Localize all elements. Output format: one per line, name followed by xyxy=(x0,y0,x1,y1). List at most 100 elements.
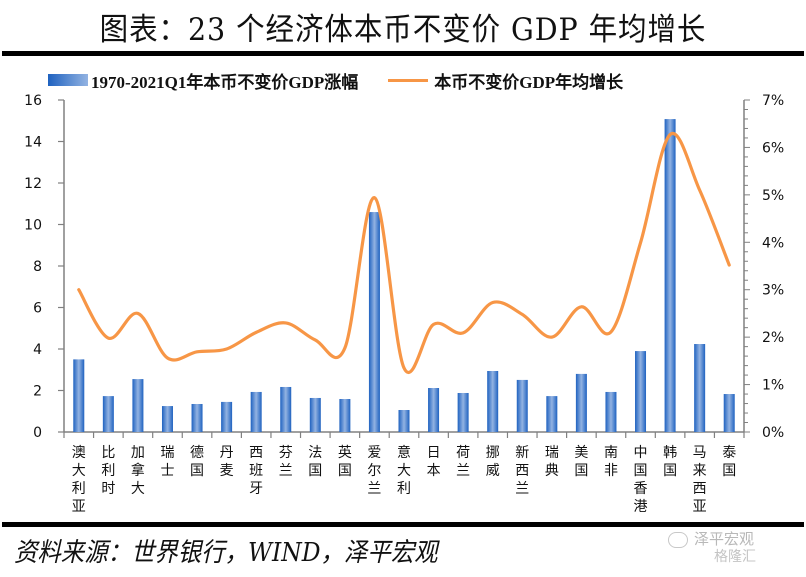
category-label-char: 兰 xyxy=(279,463,293,479)
left-axis-tick-label: 10 xyxy=(24,218,42,234)
bar-西班牙 xyxy=(250,391,262,432)
bar-中国香港 xyxy=(635,351,647,432)
bar-加拿大 xyxy=(132,379,144,432)
category-label-char: 美 xyxy=(574,445,588,461)
legend-line-swatch xyxy=(388,78,429,82)
category-label: 日本 xyxy=(427,445,441,479)
bar-马来西亚 xyxy=(694,344,706,432)
right-axis-tick-label: 1% xyxy=(762,378,784,394)
line-series-avg-growth xyxy=(77,131,731,374)
category-label: 荷兰 xyxy=(456,445,470,479)
bar-美国 xyxy=(575,373,587,432)
category-label: 德国 xyxy=(190,445,204,479)
category-label-char: 德 xyxy=(190,445,204,461)
category-label-char: 牙 xyxy=(249,481,263,497)
bar-新西兰 xyxy=(516,379,528,432)
source-note: 资料来源：世界银行，WIND，泽平宏观 xyxy=(14,538,438,568)
category-label-char: 韩 xyxy=(663,445,677,461)
left-axis-tick-label: 14 xyxy=(24,135,42,151)
category-label: 泰国 xyxy=(722,445,736,479)
category-label: 西班牙 xyxy=(249,445,263,497)
bar-瑞士 xyxy=(161,406,173,432)
category-label-char: 新 xyxy=(515,445,529,461)
right-axis-tick-label: 2% xyxy=(762,330,784,346)
watermark-line1: 泽平宏观 xyxy=(694,530,755,548)
category-label-char: 尔 xyxy=(367,463,381,479)
category-label: 南非 xyxy=(604,445,618,479)
category-label-char: 利 xyxy=(101,463,115,479)
category-label-char: 麦 xyxy=(220,463,234,479)
category-label-char: 大 xyxy=(397,463,411,479)
category-label: 英国 xyxy=(338,444,352,479)
category-label-char: 来 xyxy=(693,463,707,479)
bottom-divider xyxy=(2,522,804,527)
category-label-char: 芬 xyxy=(279,445,293,461)
bar-瑞典 xyxy=(546,396,558,432)
category-label: 芬兰 xyxy=(279,445,293,479)
right-axis-tick-label: 7% xyxy=(762,93,784,109)
right-axis-tick-label: 6% xyxy=(762,140,784,156)
category-label-char: 班 xyxy=(249,463,263,479)
category-label-char: 瑞 xyxy=(160,445,174,461)
category-label-char: 利 xyxy=(72,481,86,497)
category-label: 丹麦 xyxy=(220,445,234,479)
category-label-char: 意 xyxy=(397,444,411,461)
category-label: 瑞士 xyxy=(160,445,174,479)
category-label-char: 大 xyxy=(72,463,86,479)
category-label: 意大利 xyxy=(397,444,411,497)
category-label: 爱尔兰 xyxy=(367,445,381,497)
category-label-char: 中 xyxy=(634,445,648,461)
watermark-line2: 格隆汇 xyxy=(714,549,756,565)
left-axis-tick-label: 4 xyxy=(33,342,42,358)
category-label-char: 加 xyxy=(131,445,145,461)
bar-韩国 xyxy=(664,119,676,432)
category-label: 韩国 xyxy=(663,445,677,479)
category-label-char: 澳 xyxy=(72,445,86,461)
category-label: 美国 xyxy=(574,445,588,479)
bar-比利时 xyxy=(102,396,114,432)
category-label-char: 大 xyxy=(131,481,145,497)
category-label: 挪威 xyxy=(486,445,500,479)
category-label-char: 港 xyxy=(634,499,648,515)
right-axis-tick-label: 5% xyxy=(762,188,784,204)
bar-泰国 xyxy=(723,394,735,432)
category-label-char: 威 xyxy=(486,463,500,479)
legend: 1970-2021Q1年本币不变价GDP涨幅 本币不变价GDP年均增长 xyxy=(48,68,623,92)
left-axis-tick-label: 2 xyxy=(33,384,42,400)
category-label-char: 国 xyxy=(190,463,204,479)
category-label-char: 国 xyxy=(338,463,352,479)
category-label-char: 利 xyxy=(397,481,411,497)
category-label-char: 亚 xyxy=(72,499,86,515)
category-label-char: 兰 xyxy=(515,481,529,497)
legend-line-label: 本币不变价GDP年均增长 xyxy=(434,72,624,92)
category-label: 法国 xyxy=(308,445,322,479)
bar-德国 xyxy=(191,403,203,432)
category-label-char: 国 xyxy=(634,463,648,479)
category-label-char: 日 xyxy=(427,445,441,461)
category-label-char: 国 xyxy=(308,463,322,479)
category-label-char: 亚 xyxy=(693,499,707,515)
bar-荷兰 xyxy=(457,392,469,432)
legend-bar-swatch xyxy=(48,74,88,86)
top-divider xyxy=(2,51,804,56)
category-label-char: 时 xyxy=(101,481,115,497)
bar-法国 xyxy=(309,397,321,432)
category-label-char: 南 xyxy=(604,445,618,461)
category-label-char: 国 xyxy=(574,463,588,479)
left-axis-tick-label: 8 xyxy=(33,259,42,275)
category-label: 瑞典 xyxy=(545,445,559,479)
category-label-char: 典 xyxy=(545,463,559,479)
category-label-char: 士 xyxy=(160,463,174,479)
category-label-char: 挪 xyxy=(486,445,500,461)
left-axis-tick-label: 0 xyxy=(33,425,42,441)
legend-bar-label: 1970-2021Q1年本币不变价GDP涨幅 xyxy=(91,72,359,92)
bar-芬兰 xyxy=(280,386,292,432)
wechat-icon xyxy=(668,531,688,548)
bar-澳大利亚 xyxy=(73,359,85,432)
category-label: 新西兰 xyxy=(515,445,529,497)
category-label-char: 西 xyxy=(693,481,707,497)
category-label-char: 法 xyxy=(308,445,322,461)
